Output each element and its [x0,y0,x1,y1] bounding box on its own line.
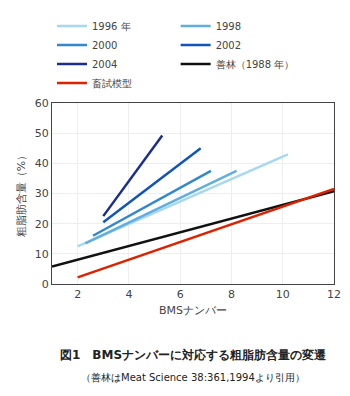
svg-text:60: 60 [35,97,49,110]
svg-text:1996 年: 1996 年 [92,21,131,32]
svg-text:20: 20 [35,218,49,231]
svg-text:4: 4 [125,288,132,301]
svg-text:2002: 2002 [216,40,241,51]
svg-text:10: 10 [35,248,49,261]
svg-text:粗脂肪含量（%）: 粗脂肪含量（%） [15,150,28,237]
svg-text:BMSナンバー: BMSナンバー [159,304,227,317]
svg-text:12: 12 [327,288,341,301]
svg-text:（善林はMeat Science 38:361,1994より: （善林はMeat Science 38:361,1994より引用） [81,372,305,383]
svg-text:50: 50 [35,127,49,140]
svg-text:1998: 1998 [216,21,241,32]
svg-text:10: 10 [276,288,290,301]
svg-text:30: 30 [35,187,49,200]
svg-text:2000: 2000 [92,40,117,51]
svg-text:8: 8 [228,288,235,301]
svg-text:6: 6 [177,288,184,301]
svg-text:善林（1988 年）: 善林（1988 年） [216,59,295,70]
svg-text:2: 2 [74,288,81,301]
svg-text:2004: 2004 [92,59,117,70]
svg-text:図1 BMSナンバーに対応する粗脂肪含量の変遷: 図1 BMSナンバーに対応する粗脂肪含量の変遷 [60,348,327,362]
svg-text:畜試模型: 畜試模型 [92,78,132,89]
svg-text:0: 0 [42,278,49,291]
svg-text:40: 40 [35,157,49,170]
